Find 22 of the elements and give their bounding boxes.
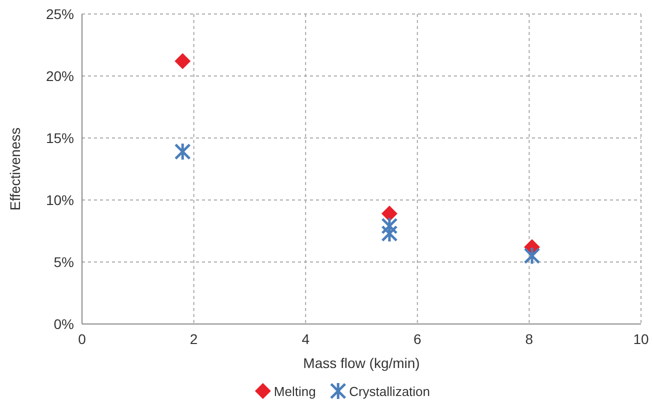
x-tick-label: 2 [190, 331, 198, 347]
x-tick-label: 0 [78, 331, 86, 347]
x-axis-title: Mass flow (kg/min) [303, 355, 420, 371]
y-tick-label: 15% [46, 130, 74, 146]
y-tick-label: 25% [46, 6, 74, 22]
x-tick-label: 4 [302, 331, 310, 347]
point [174, 142, 191, 161]
y-axis-title: Effectiveness [7, 127, 23, 211]
point [381, 206, 398, 222]
y-tick-label: 10% [46, 192, 74, 208]
point [524, 246, 540, 266]
point [174, 53, 191, 70]
legend-label: Melting [274, 384, 316, 399]
x-tick-label: 8 [525, 331, 534, 347]
point [381, 216, 398, 236]
y-tick-label: 5% [54, 254, 74, 270]
x-tick-label: 10 [633, 331, 649, 347]
x-tick-label: 6 [414, 331, 422, 347]
legend-label: Crystallization [349, 384, 430, 399]
y-tick-label: 0% [54, 316, 74, 332]
y-tick-label: 20% [46, 68, 74, 84]
point [381, 224, 398, 243]
